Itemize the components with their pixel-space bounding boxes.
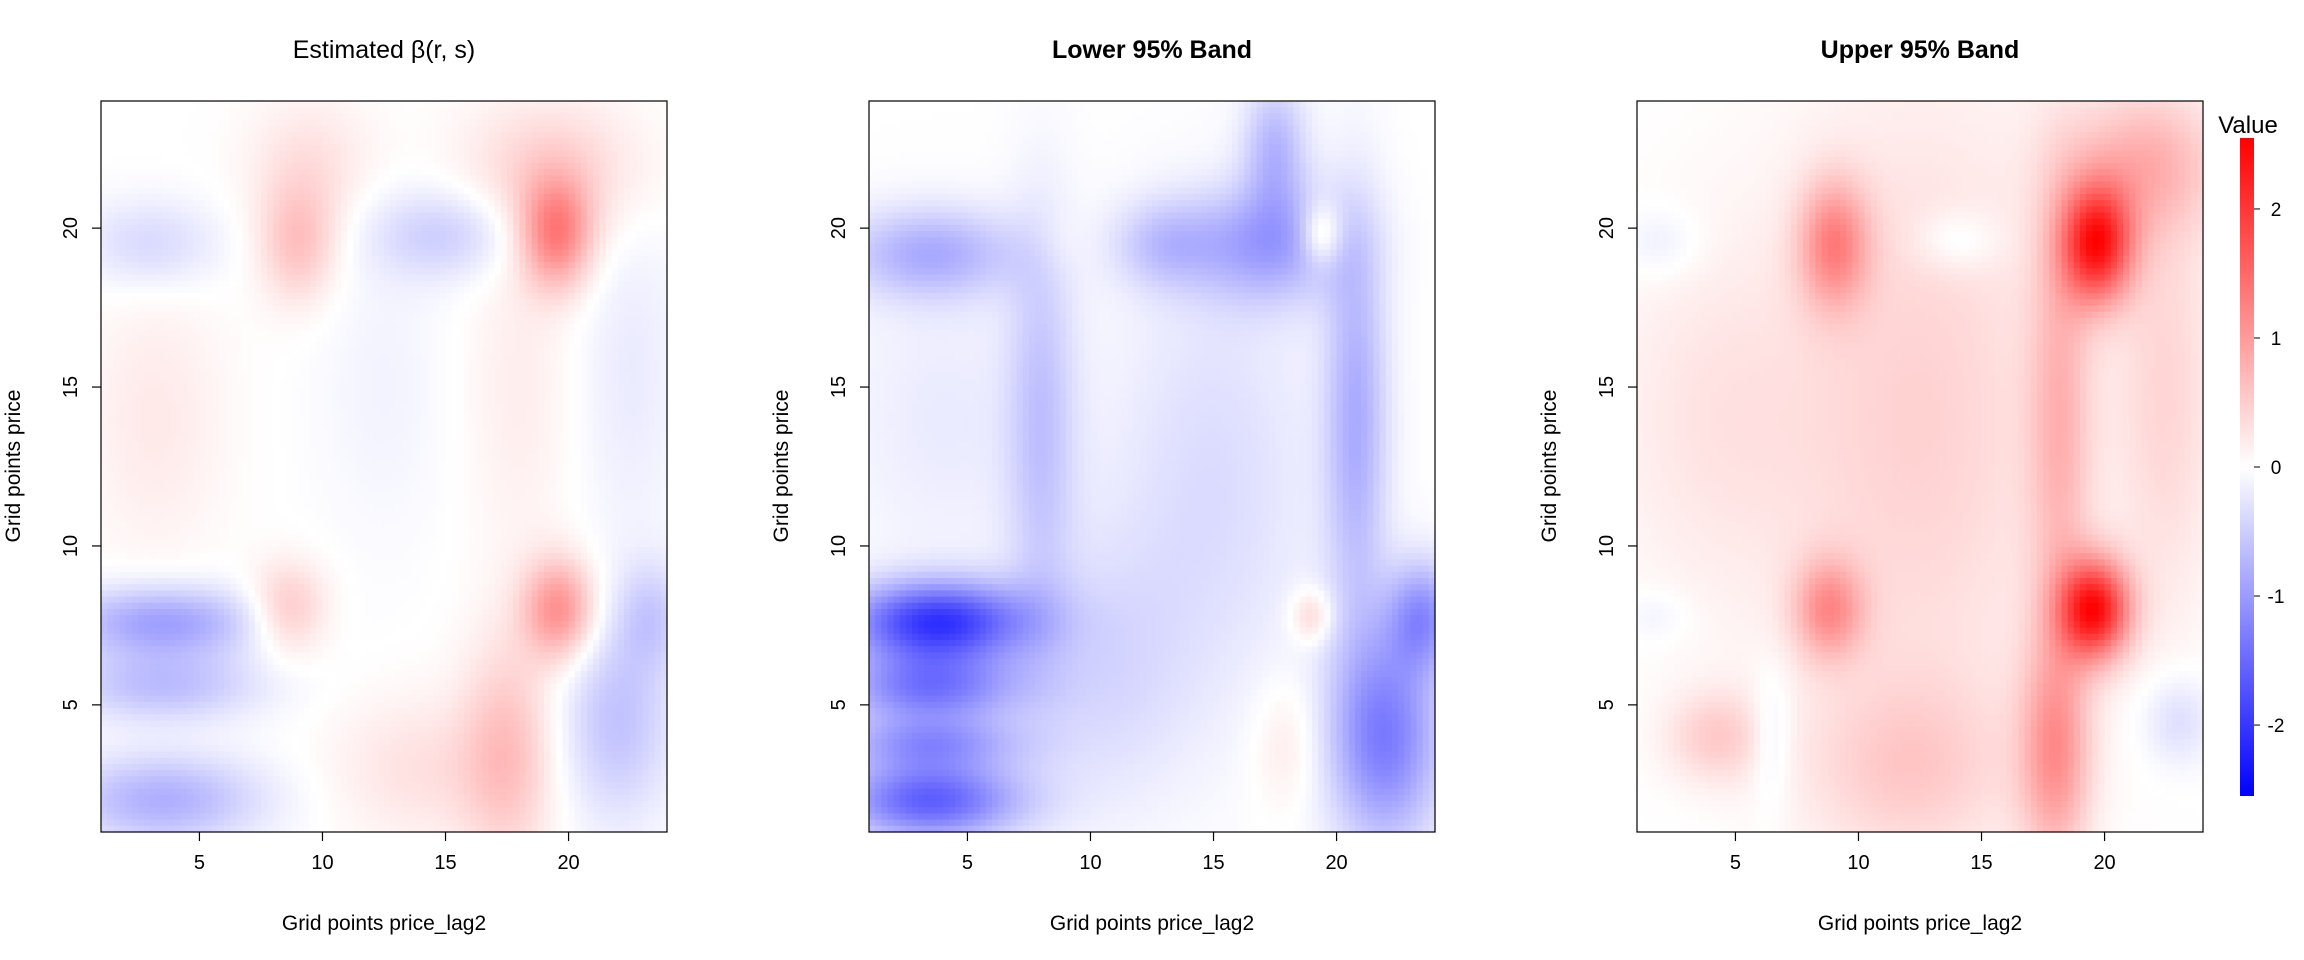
- legend-title: Value: [2218, 112, 2278, 139]
- x-tick-label: 20: [557, 852, 579, 874]
- color-legend: Value 2 1 0 -1 -2: [2218, 112, 2284, 796]
- legend-ticks: 2 1 0 -1 -2: [2254, 200, 2284, 737]
- x-tick-label: 5: [194, 852, 205, 874]
- legend-tick-label: 2: [2271, 200, 2282, 221]
- legend-tick-label: 0: [2271, 458, 2282, 479]
- legend-tick-label: -1: [2268, 587, 2285, 608]
- legend-tick-label: -2: [2268, 716, 2285, 737]
- y-tick-label: 5: [828, 699, 850, 710]
- panel-estimated-beta: Estimated β(r, s) 5 10 15 20 5 10 15 20 Grid po…: [2, 36, 668, 935]
- y-tick-label: 10: [1596, 535, 1618, 557]
- legend-colorbar: [2240, 138, 2254, 796]
- x-axis-label: Grid points price_lag2: [1818, 912, 2022, 935]
- heatmap-surface: [1637, 101, 2204, 833]
- panel-upper-band: Upper 95% Band 5 10 15 20 5 10 15 20 Grid point…: [1538, 36, 2204, 935]
- y-tick-label: 5: [60, 699, 82, 710]
- x-axis-label: Grid points price_lag2: [1050, 912, 1254, 935]
- x-tick-label: 20: [2093, 852, 2115, 874]
- x-tick-label: 15: [1970, 852, 1992, 874]
- x-axis-label: Grid points price_lag2: [282, 912, 486, 935]
- heatmap-surface: [101, 101, 668, 833]
- x-tick-label: 10: [1079, 852, 1101, 874]
- y-tick-label: 10: [828, 535, 850, 557]
- y-axis-label: Grid points price: [770, 390, 793, 543]
- y-tick-label: 20: [828, 217, 850, 239]
- x-tick-label: 15: [1202, 852, 1224, 874]
- y-tick-label: 15: [60, 376, 82, 398]
- y-tick-label: 10: [60, 535, 82, 557]
- legend-tick-label: 1: [2271, 329, 2282, 350]
- chart-title: Upper 95% Band: [1821, 36, 2020, 64]
- y-tick-label: 15: [1596, 376, 1618, 398]
- x-tick-label: 15: [434, 852, 456, 874]
- chart-title: Estimated β(r, s): [293, 36, 475, 64]
- y-axis-label: Grid points price: [2, 390, 25, 543]
- x-tick-label: 10: [1847, 852, 1869, 874]
- heatmap-surface: [869, 101, 1436, 833]
- x-tick-label: 10: [311, 852, 333, 874]
- x-tick-label: 5: [962, 852, 973, 874]
- x-tick-label: 20: [1325, 852, 1347, 874]
- chart-title: Lower 95% Band: [1052, 36, 1252, 64]
- y-tick-label: 15: [828, 376, 850, 398]
- y-tick-label: 5: [1596, 699, 1618, 710]
- y-tick-label: 20: [60, 217, 82, 239]
- y-axis-label: Grid points price: [1538, 390, 1561, 543]
- y-tick-label: 20: [1596, 217, 1618, 239]
- x-tick-label: 5: [1730, 852, 1741, 874]
- panel-lower-band: Lower 95% Band 5 10 15 20 5 10 15 20 Grid point…: [770, 36, 1436, 935]
